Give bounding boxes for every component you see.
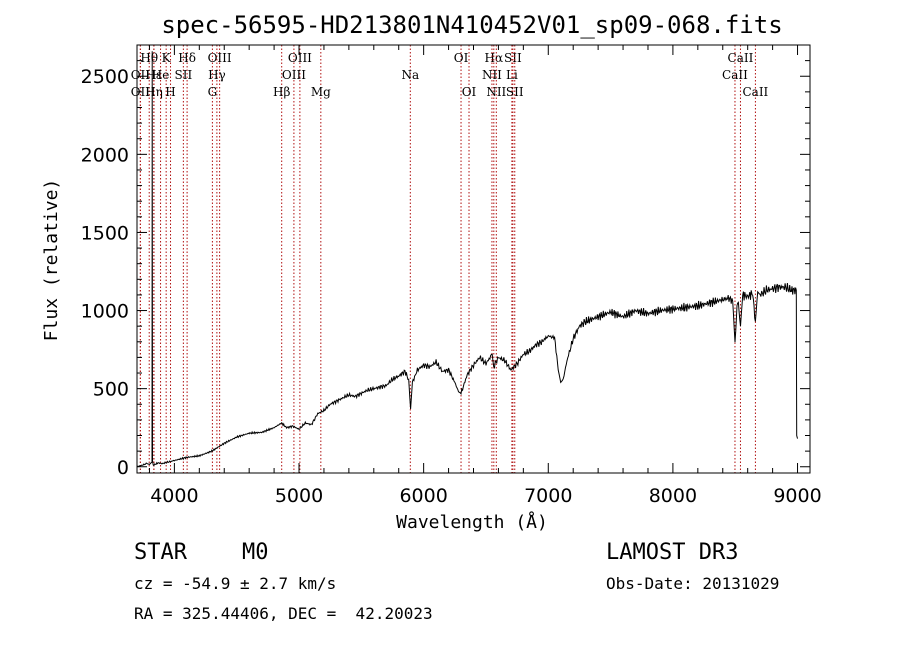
marker-label-4: Hη (145, 85, 163, 99)
marker-label-25: SII (506, 85, 524, 99)
y-tick-label-3: 1500 (81, 222, 129, 244)
survey-name: LAMOST DR3 (606, 540, 739, 565)
marker-label-10: OIII (208, 51, 232, 65)
redshift-readout: cz = -54.9 ± 2.7 km/s (134, 574, 337, 593)
marker-label-8: H (165, 85, 175, 99)
marker-label-3: Hε (145, 68, 162, 82)
series-group (136, 51, 798, 468)
y-tick-label-2: 1000 (81, 301, 129, 323)
series-line-0 (136, 51, 798, 468)
y-tick-label-5: 2500 (81, 66, 129, 88)
plot-frame (136, 44, 811, 474)
marker-label-19: OI (462, 85, 477, 99)
coordinates: RA = 325.44406, DEC = 42.20023 (134, 604, 433, 623)
y-tick-label-4: 2000 (81, 144, 129, 166)
x-tick-label-4: 8000 (649, 485, 697, 507)
marker-label-7: SII (175, 68, 193, 82)
marker-label-27: CaII (722, 68, 748, 82)
marker-label-26: CaII (728, 51, 754, 65)
marker-label-20: Hα (485, 51, 504, 65)
marker-label-1: OII (131, 68, 151, 82)
obs-date: Obs-Date: 20131029 (606, 574, 780, 593)
x-tick-label-5: 9000 (773, 485, 821, 507)
y-tick-label-1: 500 (93, 379, 129, 401)
x-tick-label-3: 7000 (524, 485, 572, 507)
chart-title: spec-56595-HD213801N410452V01_sp09-068.f… (161, 11, 782, 39)
object-class: STAR (134, 540, 187, 565)
marker-label-13: Hβ (273, 85, 290, 99)
y-tick-label-0: 0 (117, 457, 129, 479)
marker-label-24: SII (504, 51, 522, 65)
marker-label-16: Mg (311, 85, 331, 99)
y-axis-label: Flux (relative) (41, 179, 62, 342)
marker-label-9: Hδ (178, 51, 196, 65)
marker-label-5: K (162, 51, 172, 65)
marker-label-14: OIII (288, 51, 312, 65)
marker-label-6: He (152, 68, 170, 82)
x-tick-label-0: 4000 (150, 485, 198, 507)
x-tick-label-2: 6000 (399, 485, 447, 507)
axis-ticks: 4000 5000 6000 7000 8000 9000 0 500 1000 1500 2000… (81, 45, 822, 507)
x-axis-label: Wavelength (Å) (396, 511, 548, 533)
subclass: M0 (242, 540, 269, 565)
marker-label-18: OI (454, 51, 469, 65)
marker-label-21: NII (482, 68, 502, 82)
marker-label-17: Na (401, 68, 419, 82)
marker-label-22: NII (486, 85, 506, 99)
marker-label-0: Hθ (140, 51, 158, 65)
marker-label-23: Li (506, 68, 518, 82)
marker-label-15: OIII (282, 68, 306, 82)
marker-label-12: G (208, 85, 218, 99)
marker-label-11: Hγ (208, 68, 226, 82)
marker-label-28: CaII (742, 85, 768, 99)
x-tick-label-1: 5000 (275, 485, 323, 507)
